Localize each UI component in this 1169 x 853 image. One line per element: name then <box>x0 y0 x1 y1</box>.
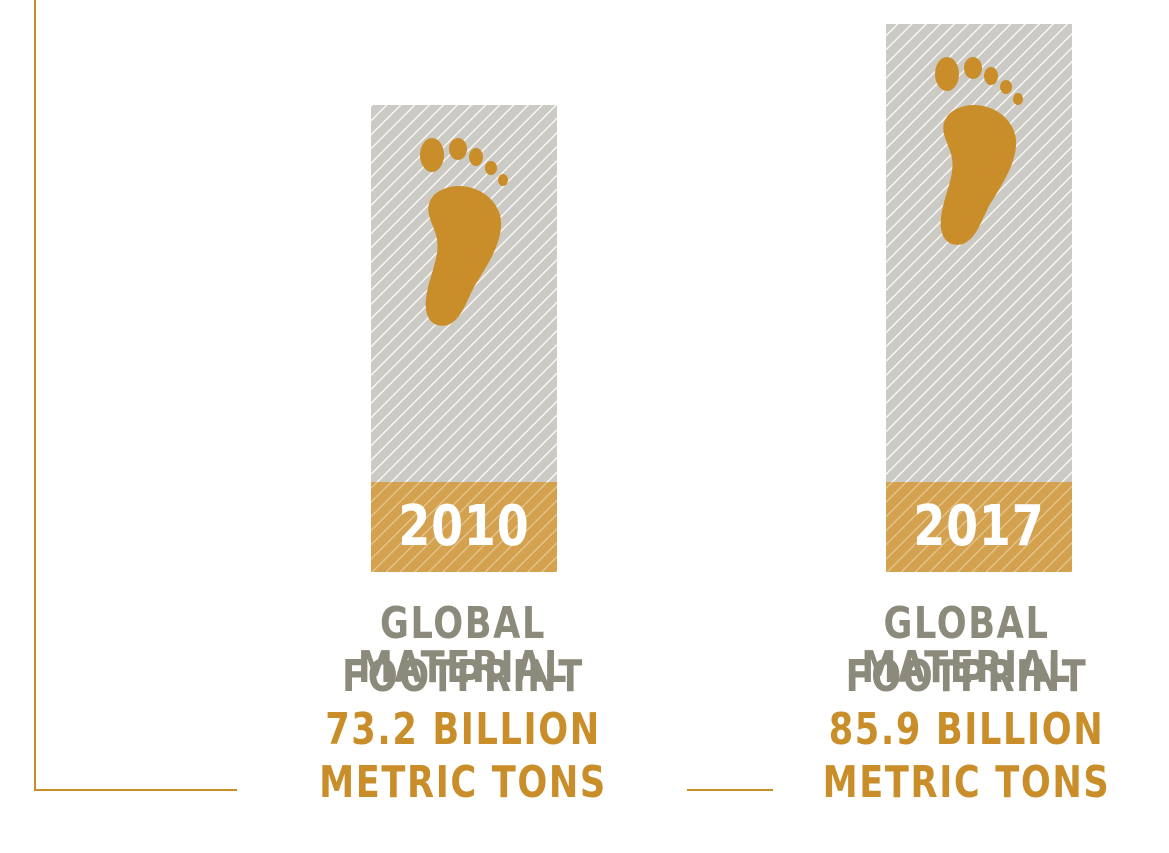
bar-2010: 2010 <box>371 105 557 572</box>
caption-value-line2: METRIC TONS <box>291 761 635 814</box>
bar-year-band: 2017 <box>886 482 1072 572</box>
caption-2017: GLOBAL MATERIAL FOOTPRINT 85.9 BILLION M… <box>764 602 1169 814</box>
caption-2010: GLOBAL MATERIAL FOOTPRINT 73.2 BILLION M… <box>248 602 678 814</box>
caption-value-line2: METRIC TONS <box>805 761 1129 814</box>
footprint-icon <box>929 56 1029 260</box>
caption-value-line1: 73.2 BILLION <box>291 708 635 761</box>
caption-title-line1: GLOBAL MATERIAL <box>805 602 1129 655</box>
frame-bottom-left-line <box>34 789 237 791</box>
year-label-2010: 2010 <box>398 499 529 555</box>
caption-title-line1: GLOBAL MATERIAL <box>291 602 635 655</box>
footprint-icon <box>414 137 514 341</box>
frame-left-line <box>34 0 36 790</box>
caption-value-line1: 85.9 BILLION <box>805 708 1129 761</box>
caption-title-line2: FOOTPRINT <box>291 655 635 708</box>
caption-title-line2: FOOTPRINT <box>805 655 1129 708</box>
frame-bottom-mid-line <box>687 789 773 791</box>
bar-2017: 2017 <box>886 24 1072 572</box>
bar-year-band: 2010 <box>371 482 557 572</box>
year-label-2017: 2017 <box>913 499 1044 555</box>
